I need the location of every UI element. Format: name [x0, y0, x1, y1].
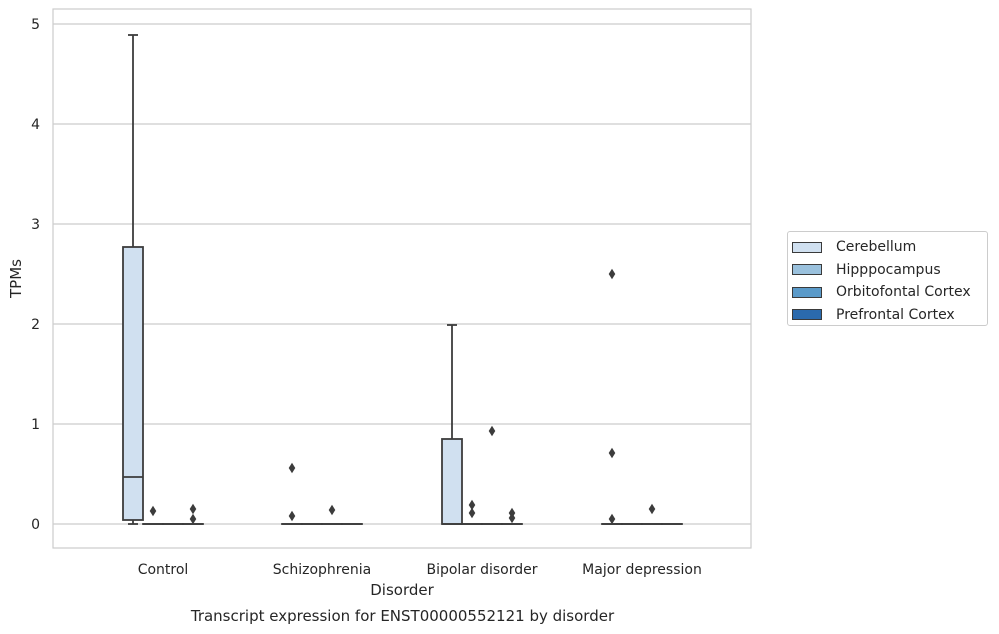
- box-iqr: [122, 246, 144, 521]
- outlier-point: [508, 507, 516, 519]
- legend-label: Prefrontal Cortex: [836, 306, 955, 323]
- outlier-point: [189, 503, 197, 515]
- legend-swatch: [792, 264, 822, 276]
- box-plot: [481, 425, 503, 525]
- x-tick-label: Control: [138, 562, 189, 578]
- legend-item-prefrontal-cortex: Prefrontal Cortex: [792, 304, 987, 327]
- box-plot: [122, 34, 144, 525]
- grid-layer: [53, 23, 751, 525]
- box-plot: [501, 507, 523, 525]
- legend-item-cerebellum: Cerebellum: [792, 236, 987, 259]
- outlier-point: [288, 462, 296, 474]
- outlier-point: [608, 513, 616, 525]
- legend-label: Hipppocampus: [836, 261, 941, 278]
- box-plot: [601, 268, 623, 525]
- outlier-point: [608, 268, 616, 280]
- legend-label: Orbitofontal Cortex: [836, 284, 971, 301]
- y-tick-label: 5: [31, 17, 40, 33]
- x-axis-label: Disorder: [370, 581, 434, 599]
- box-plot: [441, 324, 463, 525]
- outlier-point: [608, 447, 616, 459]
- plot-frame: [52, 8, 752, 549]
- legend: Cerebellum Hipppocampus Orbitofontal Cor…: [787, 231, 988, 326]
- x-tick-label: Bipolar disorder: [426, 562, 537, 578]
- x-tick-label: Schizophrenia: [273, 562, 371, 578]
- y-tick-label: 1: [31, 417, 40, 433]
- box-iqr: [441, 438, 463, 525]
- outlier-point: [328, 504, 336, 516]
- outlier-point: [468, 499, 476, 511]
- legend-label: Cerebellum: [836, 239, 917, 256]
- legend-swatch: [792, 286, 822, 298]
- box-plot: [321, 504, 343, 525]
- y-axis-label: TPMs: [7, 259, 25, 299]
- outlier-point: [648, 503, 656, 515]
- box-plot: [641, 503, 663, 525]
- box-plot: [461, 499, 483, 525]
- box-plot: [281, 462, 303, 525]
- outlier-point: [288, 510, 296, 522]
- box-plot: [182, 503, 204, 525]
- outlier-point: [149, 505, 157, 517]
- legend-swatch: [792, 241, 822, 253]
- legend-item-hippocampus: Hipppocampus: [792, 259, 987, 282]
- outlier-point: [488, 425, 496, 437]
- chart-title: Transcript expression for ENST0000055212…: [190, 607, 615, 625]
- x-tick-label: Major depression: [582, 562, 702, 578]
- y-tick-label: 2: [31, 317, 40, 333]
- legend-item-orbitofrontal-cortex: Orbitofontal Cortex: [792, 281, 987, 304]
- outlier-point: [468, 507, 476, 519]
- box-plot: [142, 505, 164, 525]
- outlier-point: [189, 513, 197, 525]
- legend-swatch: [792, 309, 822, 321]
- box-layer: [122, 34, 683, 525]
- y-tick-label: 4: [31, 117, 40, 133]
- tick-layer: 0 1 2 3 4 5 Control Schizophrenia Bipolar disord…: [31, 17, 702, 578]
- y-tick-label: 0: [31, 517, 40, 533]
- y-tick-label: 3: [31, 217, 40, 233]
